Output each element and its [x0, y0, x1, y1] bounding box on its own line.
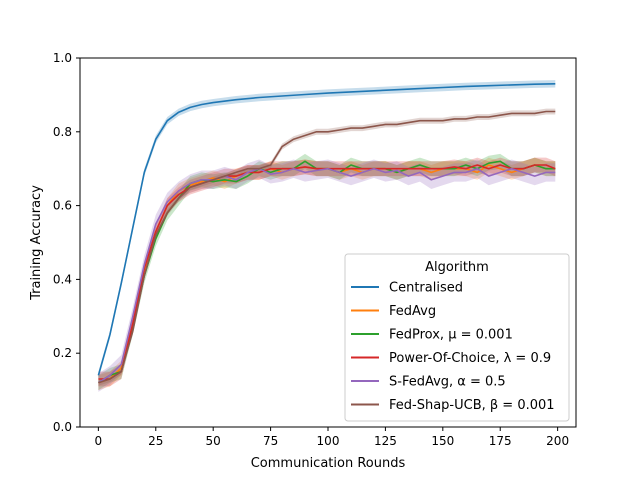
- y-tick-label: 0.0: [53, 420, 72, 434]
- legend: Algorithm Centralised FedAvg FedProx, μ = …: [344, 253, 570, 422]
- y-tick-label: 0.6: [53, 199, 72, 213]
- series-line-5: [98, 110, 556, 384]
- y-tick-label: 0.4: [53, 272, 72, 286]
- y-axis: 0.0 0.2 0.4 0.6 0.8 1.0: [53, 51, 80, 434]
- x-tick-label: 175: [489, 434, 512, 448]
- x-tick-label: 25: [148, 434, 163, 448]
- x-tick-label: 0: [95, 434, 103, 448]
- x-tick-label: 200: [546, 434, 569, 448]
- x-tick-label: 75: [263, 434, 278, 448]
- legend-label: FedProx, μ = 0.001: [389, 328, 513, 343]
- series-line-4: [97, 167, 556, 384]
- legend-item: Centralised: [351, 281, 463, 296]
- x-tick-label: 150: [431, 434, 454, 448]
- x-tick-label: 50: [206, 434, 221, 448]
- legend-item: FedProx, μ = 0.001: [351, 328, 513, 343]
- series-line-0: [97, 83, 556, 376]
- legend-item: S-FedAvg, α = 0.5: [351, 375, 506, 390]
- legend-label: Power-Of-Choice, λ = 0.9: [389, 351, 551, 366]
- x-tick-label: 100: [317, 434, 340, 448]
- legend-item: Power-Of-Choice, λ = 0.9: [351, 351, 551, 366]
- y-tick-label: 1.0: [53, 51, 72, 65]
- x-tick-label: 125: [374, 434, 397, 448]
- legend-item: Fed-Shap-UCB, β = 0.001: [351, 398, 555, 413]
- legend-title: Algorithm: [425, 260, 489, 275]
- legend-label: Fed-Shap-UCB, β = 0.001: [389, 398, 555, 413]
- x-axis-label: Communication Rounds: [251, 456, 406, 471]
- series-lines: [97, 83, 556, 384]
- legend-label: S-FedAvg, α = 0.5: [389, 375, 506, 390]
- legend-box: [344, 253, 570, 422]
- legend-item: FedAvg: [351, 304, 436, 319]
- y-axis-label: Training Accuracy: [29, 185, 44, 301]
- y-tick-label: 0.2: [53, 346, 72, 360]
- x-axis: 0 25 50 75 100 125 150 175 200: [95, 427, 569, 448]
- y-tick-label: 0.8: [53, 125, 72, 139]
- legend-label: FedAvg: [389, 304, 436, 319]
- legend-label: Centralised: [389, 281, 463, 296]
